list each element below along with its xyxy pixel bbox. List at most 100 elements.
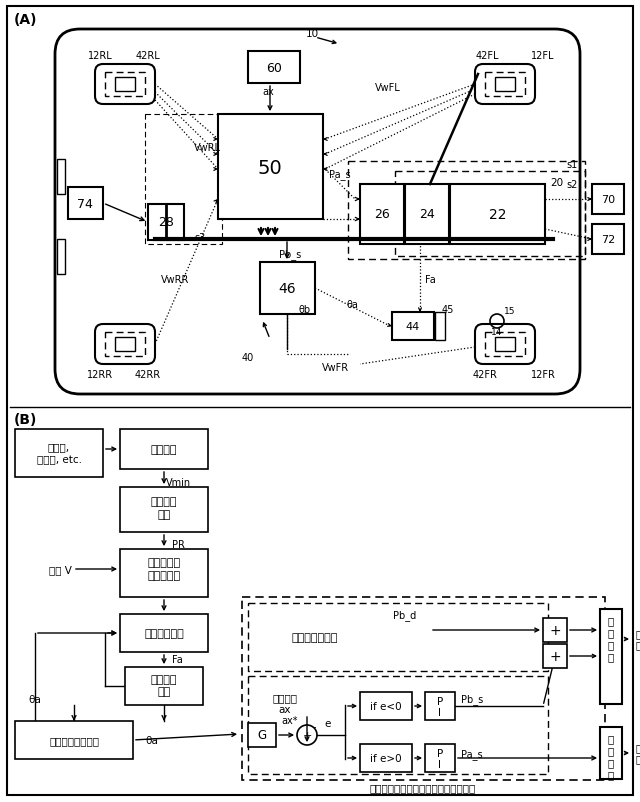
Bar [592, 184, 624, 215]
Text: ax: ax [279, 704, 291, 714]
Bar [57, 160, 65, 195]
Text: if e<0: if e<0 [370, 701, 402, 711]
Text: 26: 26 [374, 209, 390, 221]
Bar [360, 744, 412, 772]
Bar [57, 240, 65, 274]
Text: 60: 60 [266, 62, 282, 75]
Text: 46: 46 [278, 282, 296, 296]
Text: 28: 28 [158, 217, 174, 229]
Text: 装: 装 [608, 639, 614, 649]
Text: 装置: 装置 [636, 753, 640, 763]
Text: 40: 40 [242, 353, 254, 363]
Text: Pa_s: Pa_s [329, 169, 351, 180]
Text: 制動: 制動 [636, 628, 640, 638]
Bar [115, 78, 135, 92]
Text: 置: 置 [608, 651, 614, 661]
Text: 22: 22 [489, 208, 507, 221]
Bar [120, 429, 208, 469]
Text: 42FR: 42FR [472, 370, 497, 379]
Text: VwRR: VwRR [161, 274, 189, 285]
Text: Fa: Fa [172, 654, 182, 664]
Bar [405, 184, 449, 245]
Text: -: - [312, 721, 316, 731]
Text: ワンペダル速度制御インターフェース: ワンペダル速度制御インターフェース [370, 782, 476, 792]
Bar [120, 488, 208, 533]
Text: 50: 50 [258, 158, 282, 177]
Text: Vmin: Vmin [165, 477, 191, 488]
Text: 12FL: 12FL [531, 51, 555, 61]
FancyBboxPatch shape [475, 65, 535, 105]
Text: 駆: 駆 [608, 733, 614, 743]
Text: ax: ax [262, 87, 274, 97]
FancyBboxPatch shape [475, 325, 535, 365]
Bar [260, 263, 315, 314]
Text: 車速 V: 車速 V [49, 565, 72, 574]
Text: θb: θb [299, 305, 311, 314]
Text: 決定: 決定 [157, 509, 171, 520]
Text: Pb_d: Pb_d [394, 610, 417, 621]
Text: 12RR: 12RR [87, 370, 113, 379]
Text: センサ, etc.: センサ, etc. [36, 455, 81, 464]
Bar [120, 549, 208, 597]
Bar [600, 610, 622, 704]
Bar [495, 78, 515, 92]
Text: +: + [549, 623, 561, 638]
Text: 72: 72 [601, 235, 615, 245]
Text: P: P [437, 696, 443, 706]
Text: ブレーキペダル: ブレーキペダル [292, 632, 338, 642]
Text: θa: θa [346, 300, 358, 310]
Text: 44: 44 [406, 322, 420, 331]
FancyBboxPatch shape [95, 325, 155, 365]
Text: VwRL: VwRL [193, 143, 221, 153]
Bar [120, 614, 208, 652]
Text: 14: 14 [492, 328, 502, 337]
Text: Fa: Fa [424, 274, 435, 285]
Bar [248, 52, 300, 84]
Bar [145, 115, 222, 245]
Text: 動: 動 [608, 745, 614, 755]
Text: ax*: ax* [282, 715, 298, 725]
Text: 加減速度: 加減速度 [273, 692, 298, 702]
Bar [105, 333, 145, 357]
Text: 15: 15 [504, 307, 516, 316]
Text: 規範速度: 規範速度 [151, 496, 177, 506]
Bar [248, 723, 276, 747]
Bar [592, 225, 624, 255]
Text: (A): (A) [13, 13, 36, 27]
Text: s3: s3 [195, 233, 205, 243]
Text: VwFR: VwFR [321, 363, 349, 373]
Text: 10: 10 [305, 29, 319, 39]
Bar [485, 333, 525, 357]
Bar [242, 597, 605, 780]
Text: if e>0: if e>0 [370, 753, 402, 763]
Bar [218, 115, 323, 220]
Bar [600, 727, 622, 779]
Bar [392, 313, 434, 341]
Bar [148, 205, 184, 241]
Text: +: + [549, 649, 561, 663]
Text: s2: s2 [566, 180, 578, 190]
Text: VwFL: VwFL [375, 83, 401, 93]
Text: s1: s1 [566, 160, 578, 170]
Text: Pa_s: Pa_s [461, 748, 483, 759]
Bar [248, 676, 548, 774]
Text: I: I [438, 707, 442, 717]
Bar [495, 338, 515, 351]
Text: 42FL: 42FL [476, 51, 499, 61]
Bar [115, 338, 135, 351]
Text: 42RL: 42RL [136, 51, 161, 61]
Text: 45: 45 [442, 305, 454, 314]
Text: Pb_s: Pb_s [279, 249, 301, 260]
Text: θa: θa [29, 695, 42, 704]
Text: 置: 置 [608, 769, 614, 779]
Text: 12RL: 12RL [88, 51, 113, 61]
Text: 24: 24 [419, 209, 435, 221]
Text: アクティブペダル: アクティブペダル [49, 735, 99, 745]
FancyBboxPatch shape [95, 65, 155, 105]
Text: 装: 装 [608, 757, 614, 767]
Text: Pb_s: Pb_s [461, 694, 483, 705]
Bar [425, 744, 455, 772]
Bar [543, 618, 567, 642]
Text: 環境認識: 環境認識 [151, 444, 177, 455]
Text: 74: 74 [77, 197, 93, 210]
